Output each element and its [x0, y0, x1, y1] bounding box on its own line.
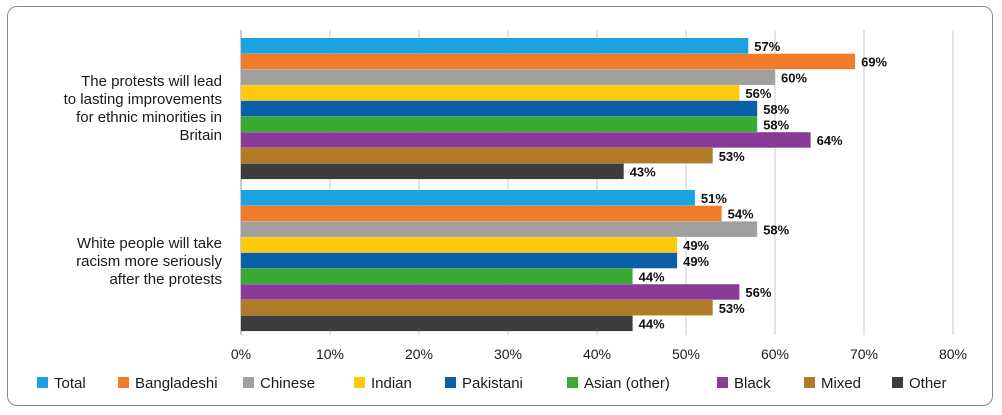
legend-label: Mixed [821, 375, 861, 392]
bar [241, 284, 740, 300]
legend-swatch [717, 377, 728, 388]
data-label: 56% [745, 285, 771, 300]
x-tick-label: 70% [850, 346, 878, 362]
legend: Total Bangladeshi Chinese Indian Pakistani As… [37, 375, 947, 392]
data-label: 64% [817, 133, 843, 148]
bar [241, 190, 695, 206]
data-label: 69% [861, 55, 887, 70]
data-label: 44% [639, 270, 665, 285]
category-label: The protests will lead [81, 73, 222, 90]
bar [241, 315, 633, 332]
category-label: racism more seriously [76, 253, 222, 270]
x-tick-label: 10% [316, 346, 344, 362]
category-label: White people will take [77, 235, 222, 252]
legend-swatch [804, 377, 815, 388]
bar [241, 299, 713, 316]
category-label: after the protests [109, 271, 222, 288]
x-tick-label: 30% [494, 346, 522, 362]
bar [241, 237, 678, 253]
data-label: 53% [719, 301, 745, 316]
bar [241, 221, 758, 237]
bar [241, 132, 811, 148]
bar [241, 85, 740, 101]
legend-swatch [37, 377, 48, 388]
data-label: 54% [728, 207, 754, 222]
legend-label: Chinese [260, 375, 315, 392]
x-tick-label: 50% [672, 346, 700, 362]
data-label: 58% [763, 222, 789, 237]
category-label: Britain [179, 127, 222, 144]
data-label: 43% [630, 165, 656, 180]
legend-swatch [892, 377, 903, 388]
data-label: 49% [683, 254, 709, 269]
x-tick-label: 60% [761, 346, 789, 362]
bar [241, 100, 758, 117]
legend-swatch [445, 377, 456, 388]
legend-swatch [243, 377, 254, 388]
bar [241, 69, 775, 85]
x-axis: 0% 10% 20% 30% 40% 50% 60% 70% 80% [231, 346, 967, 362]
bar [241, 38, 749, 54]
legend-label: Indian [371, 375, 412, 392]
legend-label: Asian (other) [584, 375, 670, 392]
x-tick-label: 0% [231, 346, 251, 362]
bar [241, 268, 633, 284]
x-tick-label: 80% [939, 346, 967, 362]
category-label: for ethnic minorities in [76, 109, 222, 126]
data-label: 53% [719, 149, 745, 164]
bar [241, 53, 856, 70]
bar [241, 252, 678, 269]
x-tick-label: 40% [583, 346, 611, 362]
bar [241, 147, 713, 164]
legend-swatch [118, 377, 129, 388]
legend-swatch [354, 377, 365, 388]
data-label: 58% [763, 102, 789, 117]
bar [241, 116, 758, 132]
legend-label: Total [54, 375, 86, 392]
data-label: 56% [745, 86, 771, 101]
bar [241, 205, 722, 222]
x-tick-label: 20% [405, 346, 433, 362]
legend-label: Black [734, 375, 771, 392]
legend-swatch [567, 377, 578, 388]
data-label: 57% [754, 39, 780, 54]
bar [241, 163, 624, 180]
category-label: to lasting improvements [64, 91, 222, 108]
data-label: 49% [683, 238, 709, 253]
data-label: 60% [781, 70, 807, 85]
legend-label: Pakistani [462, 375, 523, 392]
data-label: 51% [701, 191, 727, 206]
data-label: 58% [763, 118, 789, 133]
legend-label: Bangladeshi [135, 375, 218, 392]
legend-label: Other [909, 375, 947, 392]
data-label: 44% [639, 317, 665, 332]
bars: 57%51%69%54%60%58%56%49%58%49%58%44%64%5… [241, 38, 888, 332]
